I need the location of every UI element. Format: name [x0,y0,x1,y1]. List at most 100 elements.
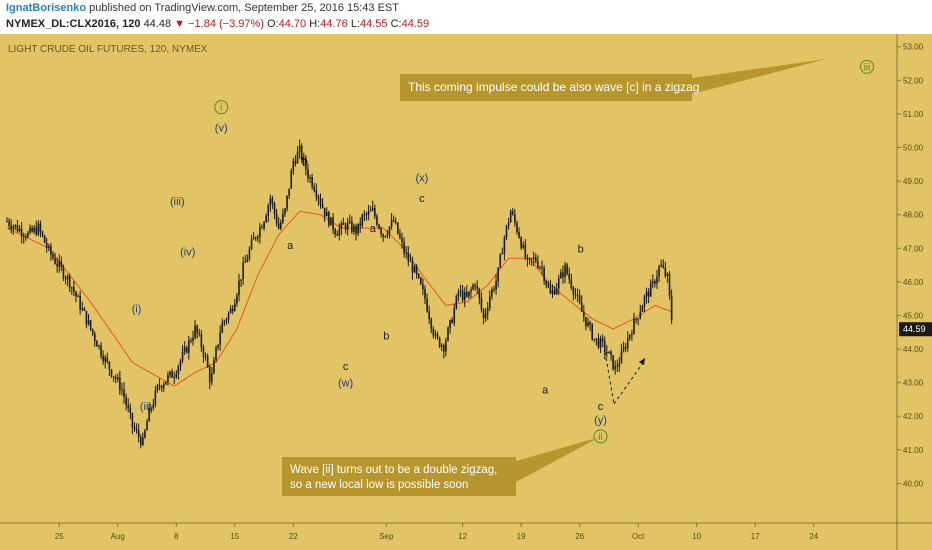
candle-body [629,334,631,338]
candle-body [401,237,403,243]
candle-body [641,306,644,312]
candle-body [488,296,491,308]
candle-body [148,407,150,422]
candle-body [154,390,157,405]
candle-body [445,340,447,352]
candle-body [591,324,593,340]
candle-body [300,145,303,160]
candle-body [73,287,75,292]
candle-body [622,347,625,351]
candle-body [296,151,299,164]
open-label: O: [267,18,279,30]
candle-body [10,225,12,230]
candle-body [31,227,33,232]
candle-body [267,205,270,216]
candle-body [543,268,545,281]
wave-label: (x) [415,173,428,185]
wave-label: b [302,156,308,168]
candle-body [116,377,119,380]
candle-body [177,366,180,375]
candle-body [557,278,560,289]
candle-body [654,281,656,284]
candle-body [277,223,280,229]
wave-label: b [578,243,584,255]
price-chart[interactable]: LIGHT CRUDE OIL FUTURES, 120, NYMEX 53.0… [0,34,932,550]
candle-body [131,413,134,428]
candle-body [367,211,370,215]
candle-body [432,328,435,336]
candle-body [652,281,654,283]
candle-body [438,337,441,347]
candle-body [66,276,69,280]
candle-body [342,222,345,225]
price-axis[interactable]: 53.00 52.00 51.00 50.00 49.00 48.00 47.00 46.00… [897,43,924,489]
candle-body [208,367,211,383]
candle-body [70,287,73,289]
candle-body [204,356,207,358]
price-axis-background [897,34,932,550]
candle-body [532,257,535,260]
candle-body [407,252,410,261]
candle-body [259,227,261,237]
time-tick-label: 17 [751,532,760,541]
candle-body [388,226,391,235]
chart-header: IgnatBorisenko published on TradingView.… [0,0,932,34]
candle-body [624,347,627,349]
price-change: ▼ −1.84 (−3.97%) [174,18,264,30]
wave-label: (iv) [180,247,195,259]
candle-body [539,267,541,269]
candle-body [311,177,313,187]
candle-body [62,266,65,279]
candle-body [183,347,186,352]
price-tick-label: 53.00 [903,43,924,52]
candle-body [493,289,495,291]
callout-double-zigzag[interactable]: Wave [ii] turns out to be a double zigza… [282,437,600,496]
candle-body [41,231,44,236]
candle-body [620,350,623,364]
author-link[interactable]: IgnatBorisenko [6,2,87,14]
candle-body [643,296,646,307]
candle-body [420,277,422,285]
price-tick-label: 49.00 [903,177,924,186]
last-price-tag-text: 44.59 [903,324,926,334]
candle-body [330,217,332,226]
callout-impulse-text: This coming impulse could be also wave [… [408,80,699,94]
candle-body [507,222,510,226]
candle-body [384,235,387,237]
price-tick-label: 46.00 [903,278,924,287]
candle-body [137,430,140,438]
candle-body [526,257,529,260]
time-tick-label: 19 [517,532,526,541]
candle-body [190,340,192,342]
candle-body [595,338,598,340]
candle-body [597,338,600,348]
candle-body [217,344,219,348]
candle-body [323,207,326,217]
candle-body [626,337,629,349]
time-axis[interactable]: 25 Aug 8 15 22 Sep 12 19 26 Oct 10 17 24 [55,523,819,541]
moving-average-line [6,210,673,387]
candle-body [583,311,585,318]
candle-body [43,235,46,243]
candle-body [215,347,217,361]
candle-body [495,281,497,290]
price-tick-label: 48.00 [903,211,924,220]
candle-body [79,296,81,310]
callout-zigzag-line2: so a new local low is possible soon [290,479,468,491]
candle-body [273,203,276,214]
wave-label-circle [860,59,875,74]
candle-body [537,261,539,268]
candle-body [394,221,397,223]
callout-zigzag-line1: Wave [ii] turns out to be a double zigza… [290,464,497,476]
candle-body [6,221,8,223]
candle-body [35,227,38,235]
candle-body [351,221,353,232]
callout-impulse[interactable]: This coming impulse could be also wave [… [400,59,826,101]
price-tick-label: 50.00 [903,143,924,152]
low-label: L: [350,18,360,30]
candle-body [461,290,464,301]
wave-label: (iii) [170,196,185,208]
candle-body [447,327,449,341]
candle-body [449,319,451,328]
candle-body [411,261,414,273]
